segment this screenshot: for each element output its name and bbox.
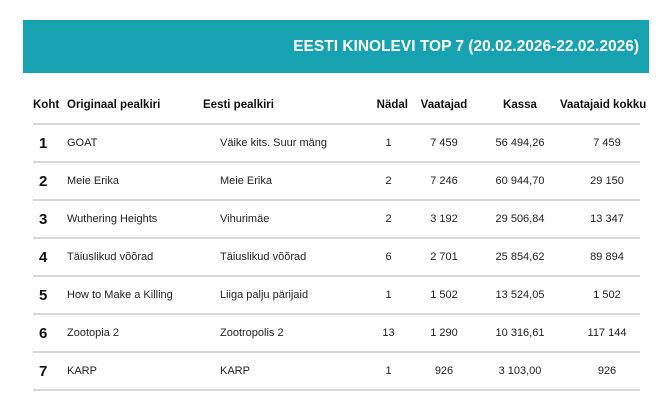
box-office-cell: 29 506,84: [480, 200, 560, 239]
total-viewers-cell: 926: [560, 352, 640, 391]
estonian-title-cell: Liiga palju pärijaid: [203, 276, 363, 315]
rank-cell: 5: [33, 276, 67, 315]
total-viewers-cell: 13 347: [560, 200, 640, 239]
rank-cell: 7: [33, 352, 67, 391]
table-header-row: Koht Originaal pealkiri Eesti pealkiri N…: [33, 86, 646, 125]
box-office-cell: 3 103,00: [480, 352, 560, 391]
original-title-cell: KARP: [67, 352, 203, 391]
estonian-title-cell: Väike kits. Suur mäng: [203, 124, 363, 163]
original-title-cell: Täiuslikud võõrad: [67, 238, 203, 277]
table-row: 4 Täiuslikud võõrad Täiuslikud võõrad 6 …: [33, 238, 640, 277]
total-viewers-cell: 117 144: [560, 314, 640, 353]
original-title-cell: Zootopia 2: [67, 314, 203, 353]
page-title: EESTI KINOLEVI TOP 7 (20.02.2026-22.02.2…: [293, 37, 639, 55]
table-row: 7 KARP KARP 1 926 3 103,00 926: [33, 352, 640, 391]
rank-cell: 6: [33, 314, 67, 353]
box-office-cell: 60 944,70: [480, 162, 560, 201]
header-estonian-title: Eesti pealkiri: [203, 86, 363, 125]
original-title-cell: How to Make a Killing: [67, 276, 203, 315]
week-cell: 2: [363, 200, 408, 239]
header-week: Nädal: [363, 86, 408, 125]
original-title-cell: Meie Erika: [67, 162, 203, 201]
viewers-cell: 7 246: [408, 162, 480, 201]
box-office-table: Koht Originaal pealkiri Eesti pealkiri N…: [33, 86, 646, 391]
total-viewers-cell: 29 150: [560, 162, 640, 201]
table-row: 6 Zootopia 2 Zootropolis 2 13 1 290 10 3…: [33, 314, 640, 353]
week-cell: 6: [363, 238, 408, 277]
rank-cell: 2: [33, 162, 67, 201]
estonian-title-cell: Täiuslikud võõrad: [203, 238, 363, 277]
estonian-title-cell: KARP: [203, 352, 363, 391]
week-cell: 1: [363, 124, 408, 163]
table-row: 2 Meie Erika Meie Erika 2 7 246 60 944,7…: [33, 162, 640, 201]
table-row: 3 Wuthering Heights Vihurimäe 2 3 192 29…: [33, 200, 640, 239]
header-box-office: Kassa: [480, 86, 560, 125]
estonian-title-cell: Meie Erika: [203, 162, 363, 201]
viewers-cell: 2 701: [408, 238, 480, 277]
box-office-cell: 25 854,62: [480, 238, 560, 277]
week-cell: 2: [363, 162, 408, 201]
viewers-cell: 7 459: [408, 124, 480, 163]
total-viewers-cell: 89 894: [560, 238, 640, 277]
table-row: 5 How to Make a Killing Liiga palju päri…: [33, 276, 640, 315]
week-cell: 1: [363, 352, 408, 391]
rank-cell: 3: [33, 200, 67, 239]
box-office-cell: 56 494,26: [480, 124, 560, 163]
original-title-cell: GOAT: [67, 124, 203, 163]
header-original-title: Originaal pealkiri: [67, 86, 203, 125]
box-office-cell: 10 316,61: [480, 314, 560, 353]
viewers-cell: 3 192: [408, 200, 480, 239]
viewers-cell: 1 502: [408, 276, 480, 315]
viewers-cell: 1 290: [408, 314, 480, 353]
title-banner: EESTI KINOLEVI TOP 7 (20.02.2026-22.02.2…: [23, 20, 649, 73]
header-viewers: Vaatajad: [408, 86, 480, 125]
total-viewers-cell: 1 502: [560, 276, 640, 315]
week-cell: 13: [363, 314, 408, 353]
week-cell: 1: [363, 276, 408, 315]
box-office-cell: 13 524,05: [480, 276, 560, 315]
table-row: 1 GOAT Väike kits. Suur mäng 1 7 459 56 …: [33, 124, 640, 163]
viewers-cell: 926: [408, 352, 480, 391]
rank-cell: 1: [33, 124, 67, 163]
header-total-viewers: Vaatajaid kokku: [560, 86, 646, 125]
total-viewers-cell: 7 459: [560, 124, 640, 163]
estonian-title-cell: Vihurimäe: [203, 200, 363, 239]
estonian-title-cell: Zootropolis 2: [203, 314, 363, 353]
header-rank: Koht: [33, 86, 67, 125]
original-title-cell: Wuthering Heights: [67, 200, 203, 239]
rank-cell: 4: [33, 238, 67, 277]
